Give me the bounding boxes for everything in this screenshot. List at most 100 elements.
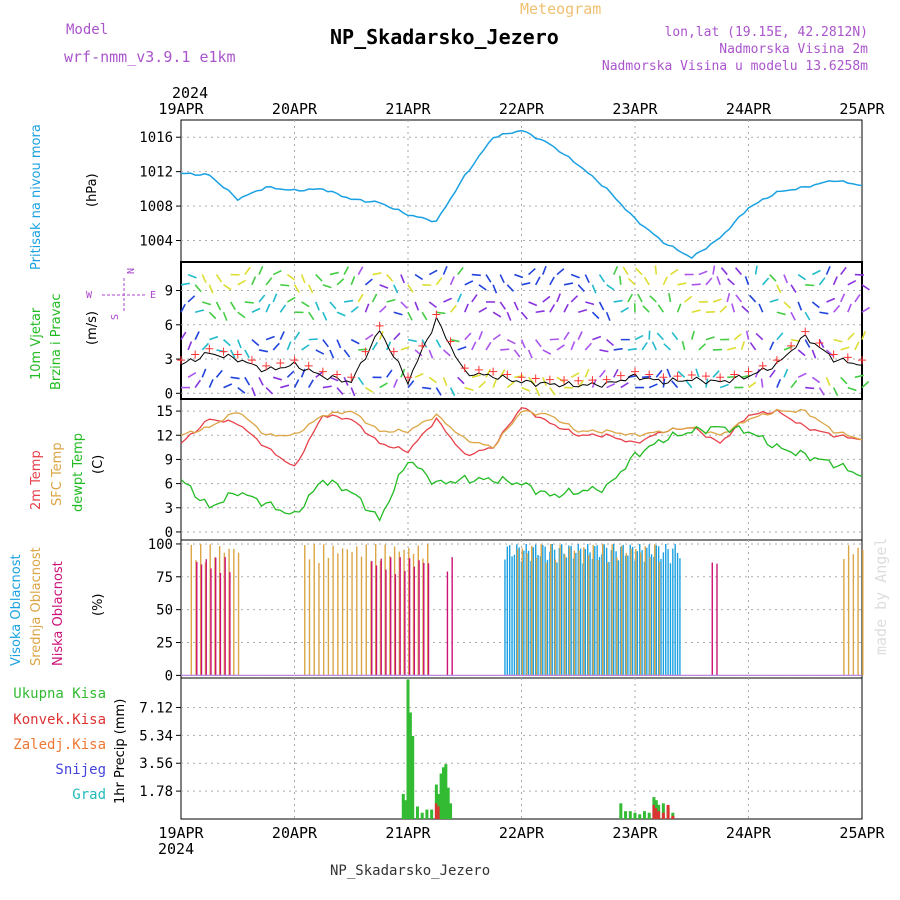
wind-barb	[287, 296, 296, 303]
wind-barb	[442, 377, 448, 386]
wind-barb	[492, 284, 498, 294]
wind-barb	[202, 301, 212, 306]
wind-barb	[464, 280, 474, 286]
wind-barb	[322, 385, 332, 389]
wind-barb	[215, 274, 223, 283]
wind-barb	[364, 278, 373, 286]
wind-gust-marker	[247, 356, 256, 365]
wind-barb	[286, 341, 292, 351]
wind-barb	[599, 349, 609, 353]
wind-barb	[716, 276, 721, 286]
wind-barb	[457, 266, 464, 276]
precip-conv-bar	[437, 806, 441, 819]
watermark: made by Angel	[872, 538, 890, 655]
wind-barb	[386, 298, 396, 303]
chart-subtitle: Meteogram	[520, 0, 601, 18]
wind-barb	[691, 283, 701, 286]
wind-barb	[825, 349, 834, 357]
wind-barb	[744, 276, 750, 286]
wind-barb	[521, 282, 531, 286]
footer-station: NP_Skadarsko_Jezero	[330, 863, 490, 879]
wind-barb	[605, 311, 611, 321]
wind-barb	[776, 284, 782, 294]
time-tick-bottom: 23APR	[612, 824, 658, 842]
wind-barb	[229, 301, 236, 311]
wind-barb	[657, 304, 665, 313]
precip-total-bar	[420, 812, 424, 819]
wind-barb	[749, 342, 757, 351]
wind-barb	[598, 274, 606, 283]
wind-barb	[627, 277, 636, 286]
wind-barb	[457, 376, 465, 385]
wind-barb	[329, 376, 339, 382]
wind-barb	[527, 376, 536, 385]
precip-total-bar	[441, 767, 445, 819]
wind-barb	[758, 303, 764, 313]
wind-barb	[691, 309, 701, 314]
wind-barb	[329, 271, 339, 276]
wind-barb	[471, 273, 481, 277]
wind-barb	[322, 284, 332, 289]
pressure-unit: (hPa)	[85, 173, 100, 207]
wind-barb	[265, 387, 274, 395]
wind-gust-marker	[801, 327, 810, 336]
wind-barb	[719, 383, 729, 389]
grid-layer	[181, 120, 862, 819]
wind-barb	[854, 294, 861, 303]
wind-barb	[805, 386, 815, 390]
wind-barb	[847, 303, 852, 313]
wind-barb	[797, 372, 807, 379]
wind-barb	[322, 311, 328, 321]
wind-barb	[358, 348, 368, 351]
wind-barb	[293, 284, 300, 293]
dewpt-line	[180, 425, 863, 522]
wind-barb	[698, 343, 706, 351]
compass-w: W	[86, 290, 93, 301]
wind-barb	[201, 342, 210, 351]
wind-barb	[315, 301, 320, 311]
wind-barb	[201, 274, 207, 284]
wind-barb	[308, 338, 318, 341]
precip-tick-label: 7.12	[139, 700, 173, 716]
wind-barb	[663, 343, 672, 351]
wind-barb	[776, 311, 786, 316]
wind-gust-marker	[347, 373, 356, 382]
wind-barb	[506, 284, 515, 292]
time-tick-bottom: 24APR	[726, 824, 772, 842]
wind-barb	[506, 381, 515, 389]
wind-barb	[818, 387, 825, 396]
wind-gust-marker	[858, 356, 866, 365]
wind-barb	[371, 293, 378, 303]
cloud-tick-label: 25	[156, 636, 173, 652]
wind-barb	[819, 311, 829, 315]
wind-gust-marker	[404, 373, 412, 382]
wind-barb	[570, 372, 580, 379]
wind-barb	[745, 330, 750, 340]
wind-barb	[485, 274, 492, 283]
model-name: wrf-nmm_v3.9.1 e1km	[64, 48, 236, 66]
wind-barb	[861, 306, 871, 313]
wind-barb	[478, 284, 487, 291]
wind-barb	[344, 299, 354, 303]
wind-barb	[244, 376, 251, 386]
wind-barb	[222, 311, 228, 321]
wind-barb	[847, 279, 857, 286]
wind-barb	[606, 383, 616, 389]
wind-barb	[811, 376, 821, 384]
wind-barb	[804, 339, 811, 348]
wind-barb	[428, 269, 438, 276]
wind-barb	[492, 311, 502, 318]
wind-barb	[336, 387, 344, 395]
precip-total-bar	[647, 812, 651, 819]
wind-barb	[386, 274, 394, 282]
wind-barb	[542, 265, 547, 275]
wind-barb	[719, 305, 728, 313]
wind-barb	[520, 339, 526, 349]
wind-barb	[861, 284, 870, 291]
wind-barb	[584, 274, 590, 284]
temp-label-sfc: SFC Temp	[50, 442, 65, 506]
wind-barb	[818, 277, 826, 286]
wind-barb	[237, 386, 246, 394]
wind-barb	[577, 331, 583, 340]
